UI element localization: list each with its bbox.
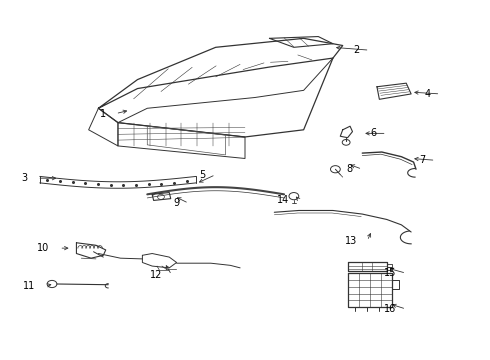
Text: 8: 8 bbox=[346, 164, 352, 174]
Text: 11: 11 bbox=[23, 281, 35, 291]
Text: 3: 3 bbox=[22, 173, 27, 183]
Text: 13: 13 bbox=[345, 236, 357, 246]
Text: 15: 15 bbox=[384, 268, 396, 278]
Text: 4: 4 bbox=[424, 89, 431, 99]
Text: 9: 9 bbox=[173, 198, 179, 208]
Text: 10: 10 bbox=[37, 243, 49, 253]
Text: 16: 16 bbox=[384, 304, 396, 314]
Text: 2: 2 bbox=[354, 45, 360, 55]
Text: 6: 6 bbox=[371, 129, 377, 138]
Text: 1: 1 bbox=[99, 109, 106, 119]
Text: 7: 7 bbox=[419, 155, 426, 165]
Text: 14: 14 bbox=[277, 195, 289, 205]
Text: 12: 12 bbox=[149, 270, 162, 280]
Text: 5: 5 bbox=[199, 170, 206, 180]
